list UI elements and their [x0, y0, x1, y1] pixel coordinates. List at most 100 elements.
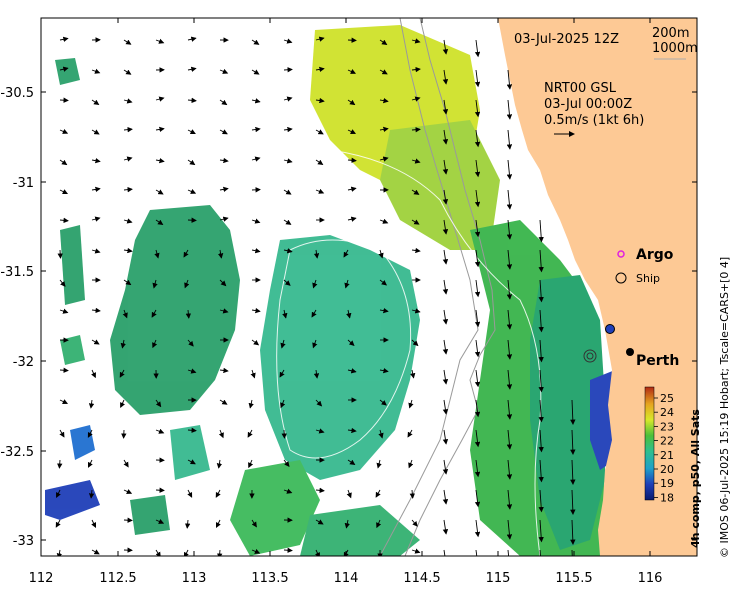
current-arrow [506, 369, 513, 390]
current-arrow [91, 186, 101, 193]
current-arrow [251, 307, 261, 314]
current-arrow [219, 68, 229, 74]
current-arrow [280, 399, 286, 409]
current-arrow [313, 249, 320, 259]
current-arrow [347, 339, 355, 347]
current-arrow [283, 279, 291, 286]
current-arrow [123, 489, 133, 494]
current-arrow [59, 36, 69, 42]
mooring-marker-icon [605, 324, 615, 334]
current-arrow [379, 279, 388, 286]
current-arrow [56, 489, 61, 499]
current-arrow [347, 129, 357, 134]
current-arrow [251, 248, 261, 254]
current-arrow [217, 549, 223, 556]
current-arrow [59, 128, 69, 134]
current-arrow [219, 308, 229, 314]
current-arrow [123, 517, 133, 523]
current-arrow [59, 367, 69, 373]
current-arrow [570, 399, 576, 425]
current-arrow [378, 249, 384, 259]
current-arrow [283, 38, 293, 44]
current-arrow [91, 369, 96, 379]
argo-marker-icon [617, 250, 625, 258]
current-arrow [216, 459, 223, 469]
current-arrow [283, 459, 290, 468]
current-arrow [315, 188, 325, 194]
current-arrow [538, 369, 544, 393]
current-arrow [442, 399, 449, 415]
current-arrow [155, 219, 164, 226]
y-tick-label: -30.5 [0, 86, 34, 101]
current-arrow [187, 459, 196, 465]
current-arrow [442, 279, 449, 295]
current-arrow [155, 518, 165, 524]
current-arrow [187, 159, 196, 166]
current-arrow [347, 427, 357, 434]
current-arrow [312, 339, 318, 349]
current-arrow [442, 489, 449, 505]
current-arrow [474, 159, 481, 178]
current-arrow [215, 489, 221, 498]
current-arrow [59, 159, 68, 166]
current-arrow [91, 129, 100, 135]
current-arrow [379, 218, 389, 224]
current-arrow [312, 279, 318, 289]
current-arrow [87, 459, 93, 468]
current-arrow [88, 399, 95, 409]
current-arrow [251, 98, 261, 104]
x-tick-label: 112.5 [99, 571, 136, 586]
current-arrow [57, 459, 63, 469]
current-arrow [506, 309, 513, 330]
current-arrow [219, 399, 228, 405]
current-arrow [283, 219, 292, 225]
current-arrow [570, 489, 576, 515]
current-arrow [59, 66, 69, 72]
current-arrow [347, 69, 357, 74]
current-arrow [379, 368, 389, 374]
current-arrow [443, 549, 446, 556]
current-arrow [187, 36, 197, 42]
current-arrow [281, 429, 287, 439]
current-arrow [474, 309, 481, 328]
current-arrow [442, 369, 449, 385]
colorbar-title: 4h comp, p50, All Sats [689, 409, 702, 548]
current-arrow [57, 249, 63, 259]
current-arrow [218, 429, 224, 439]
current-arrow [283, 189, 292, 195]
current-arrow [570, 459, 576, 485]
current-arrow [155, 399, 162, 408]
colorbar-tick-label: 20 [660, 463, 674, 476]
current-arrow [123, 247, 133, 254]
current-arrow [570, 519, 576, 545]
current-arrow [248, 399, 254, 409]
current-arrow [315, 487, 325, 494]
current-arrow [282, 309, 288, 319]
current-arrow [411, 339, 419, 347]
current-arrow [539, 549, 541, 556]
x-tick-label: 113 [182, 571, 207, 586]
current-arrow [474, 99, 481, 118]
current-arrow [123, 126, 133, 133]
current-arrow [152, 279, 158, 289]
current-arrow [59, 429, 65, 438]
current-arrow [506, 339, 513, 360]
current-arrow [217, 249, 224, 259]
current-arrow [187, 368, 197, 374]
current-arrow [408, 399, 414, 409]
current-arrow [411, 308, 421, 314]
current-arrow [151, 309, 157, 318]
current-arrow [219, 279, 227, 287]
current-arrow [442, 189, 449, 205]
current-arrow [379, 97, 389, 104]
current-arrow [219, 216, 229, 222]
x-tick-label: 114.5 [403, 571, 440, 586]
current-arrow [219, 367, 229, 374]
current-arrow [408, 459, 414, 469]
date-label: 03-Jul-2025 12Z [514, 32, 619, 47]
current-arrow [571, 549, 573, 556]
current-arrow [442, 99, 449, 115]
current-arrow [474, 339, 481, 358]
current-arrow [506, 99, 513, 120]
current-arrow [344, 519, 350, 529]
